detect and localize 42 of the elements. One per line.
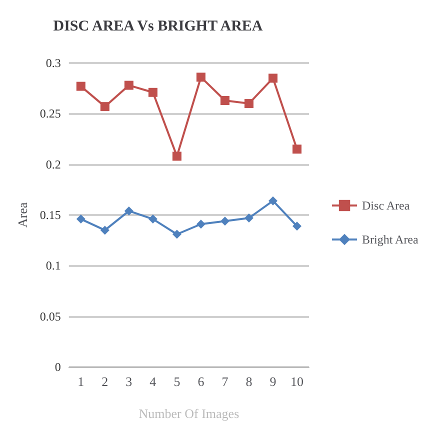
- point: [268, 196, 278, 206]
- point: [244, 214, 254, 223]
- point: [220, 216, 230, 226]
- point: [292, 144, 302, 154]
- chart-title: DISC AREA Vs BRIGHT AREA: [53, 18, 263, 34]
- x-tick-label: 1: [78, 374, 84, 389]
- point: [124, 206, 134, 216]
- y-tick-label: 0.1: [46, 258, 61, 273]
- y-tick-label: 0.2: [46, 157, 61, 172]
- y-tick-label: 0: [54, 360, 61, 374]
- point: [268, 74, 278, 83]
- x-tick-label: 8: [246, 374, 252, 389]
- point: [172, 152, 182, 161]
- x-tick-label: 5: [174, 374, 180, 389]
- x-tick-label: 3: [126, 374, 132, 389]
- point: [220, 96, 230, 105]
- x-axis-title: Number Of Images: [138, 406, 240, 421]
- x-tick-label: 9: [270, 374, 276, 389]
- point: [76, 214, 86, 224]
- x-tick-label: 10: [290, 374, 304, 389]
- point: [244, 99, 254, 108]
- x-tick-label: 6: [198, 374, 205, 389]
- point: [148, 214, 158, 224]
- point: [196, 72, 206, 82]
- point: [100, 226, 110, 235]
- y-tick-label: 0.25: [40, 106, 61, 121]
- x-tick-label: 4: [150, 374, 157, 389]
- x-tick-label: 7: [222, 374, 229, 389]
- point: [76, 82, 86, 91]
- y-tick-label: 0.3: [46, 56, 61, 70]
- y-axis-title: Area: [15, 202, 30, 228]
- point: [196, 220, 206, 229]
- point: [292, 222, 302, 231]
- point: [148, 88, 158, 97]
- y-tick-label: 0.05: [40, 309, 61, 324]
- legend-label: Bright Area: [362, 232, 420, 246]
- x-tick-label: 2: [102, 374, 108, 389]
- point: [100, 102, 110, 112]
- point: [172, 230, 182, 239]
- legend-label: Disc Area: [362, 198, 410, 212]
- point: [124, 80, 134, 90]
- y-tick-label: 0.15: [40, 208, 61, 222]
